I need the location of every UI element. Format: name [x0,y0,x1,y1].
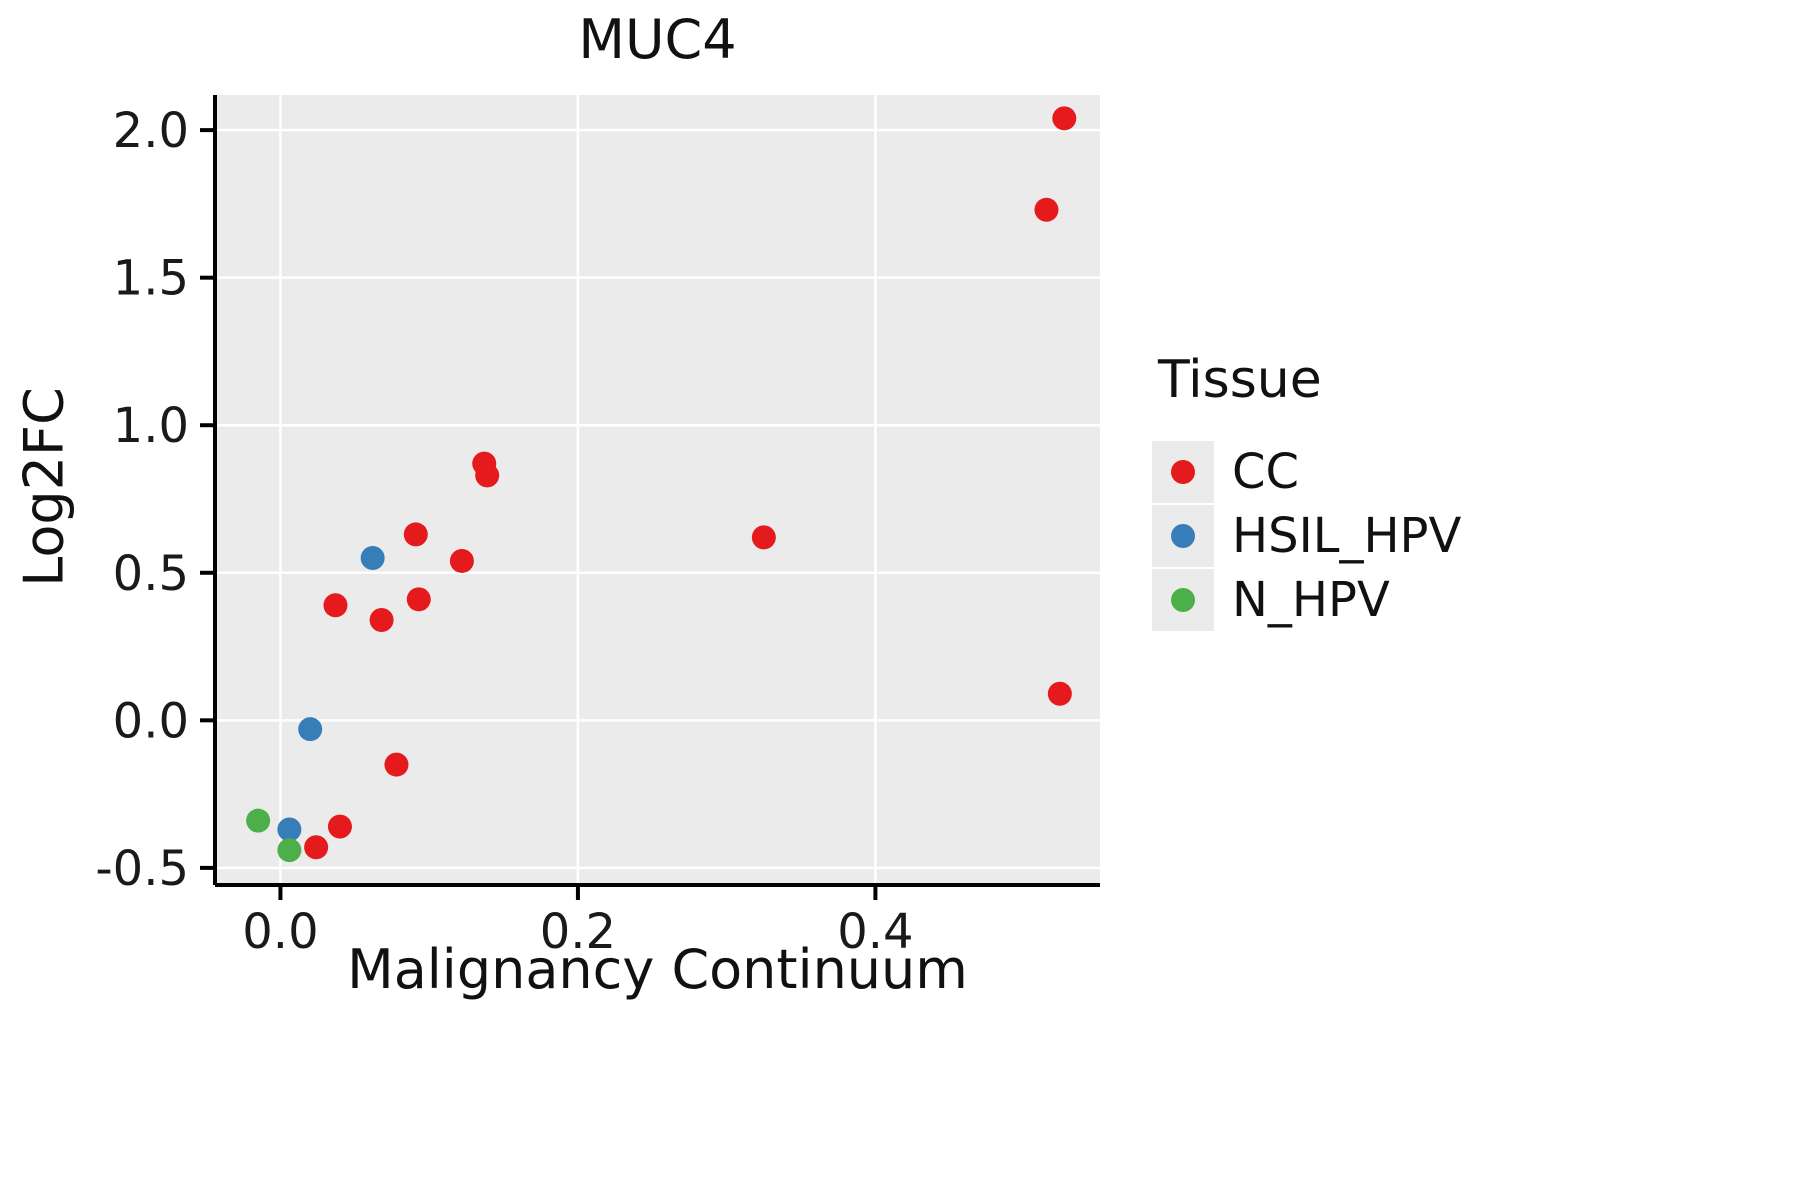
x-axis-label: Malignancy Continuum [347,938,968,1001]
legend-items: CC HSIL_HPV N_HPV [1152,440,1461,632]
point-CC [369,607,394,632]
x-tick-label: 0.4 [837,904,913,960]
point-CC [304,835,329,860]
legend-dot-icon [1171,460,1195,484]
legend-key [1152,569,1214,631]
point-CC [403,522,428,547]
plot-panel [215,95,1100,885]
legend-key [1152,441,1214,503]
y-tick-label: 0.5 [113,546,189,602]
point-CC [475,463,500,488]
point-HSIL_HPV [277,817,302,842]
point-CC [449,548,474,573]
x-tick-label: 0.2 [540,904,616,960]
point-CC [751,525,776,550]
point-CC [323,593,348,618]
y-tick-label: 2.0 [113,103,189,159]
y-tick-label: 1.5 [113,251,189,307]
legend-title: Tissue [1158,350,1322,410]
legend-dot-icon [1171,588,1195,612]
point-CC [1047,681,1072,706]
y-tick-label: 0.0 [113,693,189,749]
legend-item-N_HPV: N_HPV [1152,568,1461,632]
legend-item-HSIL_HPV: HSIL_HPV [1152,504,1461,568]
y-tick-label: -0.5 [95,841,189,897]
chart-title: MUC4 [578,8,737,71]
point-N_HPV [277,838,302,863]
legend-key [1152,505,1214,567]
point-CC [384,752,409,777]
y-axis-label: Log2FC [12,387,76,587]
legend: Tissue CC HSIL_HPV N_HPV [1152,350,1461,632]
legend-label: HSIL_HPV [1232,508,1462,564]
y-tick-label: 1.0 [113,398,189,454]
point-CC [1052,106,1077,131]
point-CC [1034,197,1059,222]
legend-label: CC [1232,444,1300,500]
point-N_HPV [246,808,271,833]
point-HSIL_HPV [360,546,385,571]
x-tick-label: 0.0 [242,904,318,960]
legend-item-CC: CC [1152,440,1461,504]
point-HSIL_HPV [298,717,323,742]
legend-dot-icon [1171,524,1195,548]
point-CC [327,814,352,839]
point-CC [406,587,431,612]
legend-label: N_HPV [1232,572,1390,628]
